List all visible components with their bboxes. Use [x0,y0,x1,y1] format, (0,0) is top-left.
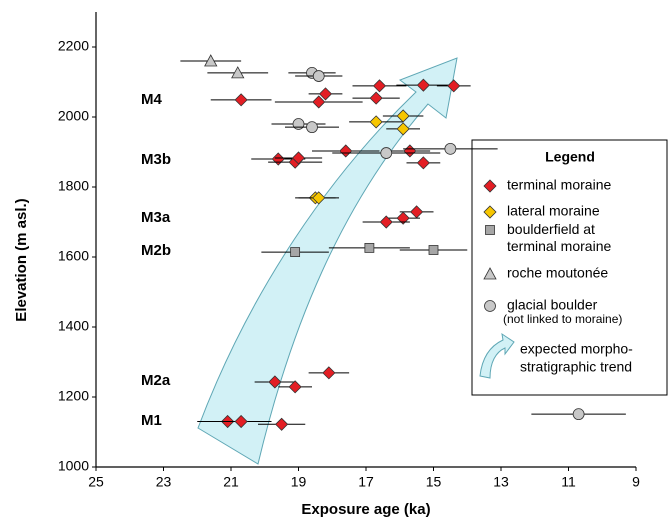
legend-marker [483,205,497,219]
point [275,417,289,431]
point [447,79,461,93]
stage-label: M3b [141,151,171,168]
point [396,211,410,225]
point [396,109,410,123]
point [380,147,393,159]
x-tick-label: 19 [291,474,307,490]
point [572,408,585,421]
x-tick-label: 15 [426,474,442,490]
point [312,191,326,205]
y-tick-label: 1000 [58,458,89,474]
point [291,151,306,165]
point [292,118,305,130]
legend-label-line: boulderfield at [507,221,595,237]
legend-label-line: terminal moraine [507,238,611,254]
legend-marker [483,267,497,280]
legend-label: roche moutonée [507,265,608,281]
legend-label: boulderfield at terminal moraine [507,221,611,254]
point [410,205,424,219]
point [416,78,430,92]
x-tick-label: 13 [493,474,509,490]
legend-marker [483,179,497,193]
stage-label: M2a [141,372,171,389]
point [396,122,410,136]
point [268,375,282,389]
point [428,245,439,255]
legend-sublabel: (not linked to moraine) [503,312,622,326]
point [231,66,245,79]
x-tick-label: 25 [88,474,104,490]
point [318,87,333,101]
legend-marker [485,225,495,235]
point [306,121,318,134]
point [403,144,417,158]
y-tick-label: 1200 [58,388,89,404]
x-tick-label: 21 [223,474,239,490]
legend-label: lateral moraine [507,203,600,219]
stage-label: M3a [141,209,171,226]
point [234,93,248,107]
point [339,144,353,158]
trend-arrow [197,57,458,465]
point [372,79,387,93]
y-tick-label: 2000 [58,108,89,124]
legend-trend-label: expected morpho- [520,341,633,357]
x-tick-label: 17 [358,474,374,490]
legend-label: glacial boulder [507,297,598,313]
point [312,70,325,82]
y-tick-label: 2200 [58,38,89,54]
x-tick-label: 9 [632,474,640,490]
point [271,152,285,166]
x-tick-label: 23 [156,474,172,490]
point [322,366,336,380]
legend-label: terminal moraine [507,177,611,193]
point [312,95,326,109]
point [234,414,248,429]
y-tick-label: 1600 [58,248,89,264]
y-axis-label: Elevation (m asl.) [13,198,30,321]
legend-marker [484,300,496,312]
legend-trend-arrow [479,332,515,379]
x-axis-label: Exposure age (ka) [301,501,430,518]
point [204,54,218,67]
legend-box [471,139,668,396]
legend-trend-label: stratigraphic trend [520,359,632,375]
y-tick-label: 1800 [58,178,89,194]
stage-label: M4 [141,91,162,108]
point [369,115,383,129]
stage-label: M1 [141,412,162,429]
point [379,215,393,229]
point [369,91,383,105]
point [364,242,375,253]
point [288,380,302,394]
point [290,247,301,258]
stage-label: M2b [141,242,171,259]
x-tick-label: 11 [561,474,576,490]
y-tick-label: 1400 [58,318,89,334]
point [444,142,457,155]
legend-title: Legend [545,149,595,165]
point [416,156,430,170]
